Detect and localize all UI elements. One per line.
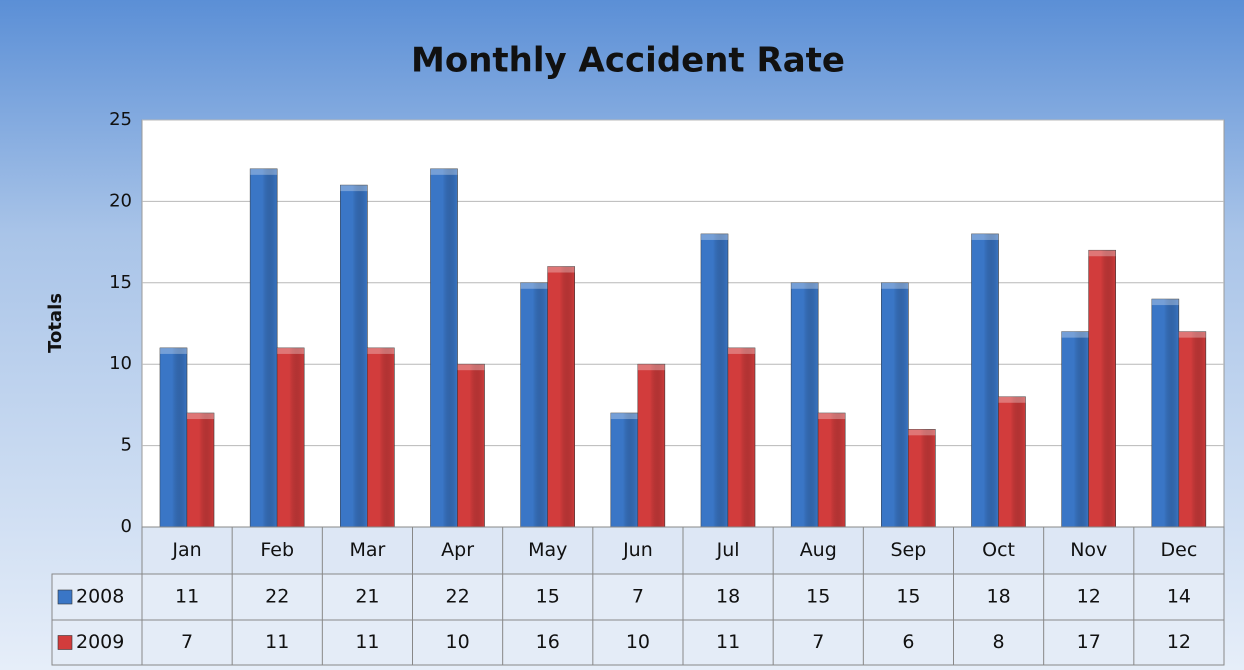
bar-shine [1088, 250, 1116, 528]
legend-label: 2008 [76, 586, 124, 608]
x-tick-label: Jun [622, 539, 653, 561]
legend-key [57, 589, 73, 605]
bar-cap [187, 413, 214, 420]
bar-cap [1061, 331, 1089, 338]
bar-shine [520, 282, 548, 527]
x-tick-label: Sep [891, 539, 927, 561]
x-tick-label: Oct [982, 539, 1015, 561]
bar-cap [1088, 250, 1116, 257]
chart-title: Monthly Accident Rate [411, 41, 845, 81]
bar-cap [457, 364, 485, 371]
x-tick-label: Jan [171, 539, 201, 561]
table-value: 8 [993, 631, 1005, 653]
bar-shine [430, 168, 458, 527]
table-value: 11 [355, 631, 379, 653]
bar-cap [367, 347, 395, 354]
table-value: 18 [716, 586, 740, 608]
bar-shine [277, 347, 305, 527]
bar-cap [1178, 331, 1206, 338]
bar-cap [818, 413, 846, 420]
bar-shine [610, 413, 638, 527]
bar-shine [160, 347, 187, 527]
bar-cap [728, 347, 755, 354]
bar-shine [881, 282, 909, 527]
bar-cap [250, 168, 278, 175]
bar-cap [277, 347, 305, 354]
y-axis-label: Totals [45, 293, 66, 353]
bar-shine [547, 266, 575, 527]
y-tick-label: 10 [109, 353, 132, 374]
bar-shine [701, 233, 728, 527]
legend-key [57, 635, 73, 650]
bar-shine [791, 282, 819, 527]
x-tick-label: Mar [349, 539, 385, 561]
bar-shine [187, 413, 214, 527]
bar-shine [998, 396, 1026, 527]
table-value: 11 [265, 631, 289, 653]
y-tick-label: 15 [109, 272, 132, 293]
bar-shine [367, 347, 395, 527]
x-tick-label: Feb [260, 539, 294, 561]
table-value: 18 [986, 586, 1010, 608]
bar-shine [1151, 299, 1179, 527]
table-value: 15 [806, 586, 830, 608]
bar-cap [881, 282, 909, 289]
table-value: 10 [445, 631, 469, 653]
bar-shine [637, 364, 665, 527]
x-tick-label: Dec [1161, 539, 1198, 561]
y-tick-label: 0 [121, 516, 132, 537]
table-value: 22 [265, 586, 289, 608]
bar-shine [818, 413, 846, 527]
table-value: 16 [536, 631, 560, 653]
bar-shine [1061, 331, 1089, 527]
table-value: 11 [716, 631, 740, 653]
table-value: 7 [632, 586, 644, 608]
y-tick-label: 20 [109, 190, 132, 211]
bar-cap [908, 429, 936, 436]
bar-shine [728, 347, 755, 527]
table-value: 10 [626, 631, 650, 653]
table-value: 22 [445, 586, 469, 608]
table-value: 12 [1167, 631, 1191, 653]
bar-shine [971, 233, 999, 527]
table-value: 21 [355, 586, 379, 608]
bar-cap [340, 185, 368, 192]
bar-cap [520, 282, 548, 289]
table-value: 12 [1077, 586, 1101, 608]
bar-cap [610, 413, 638, 420]
bar-cap [430, 168, 458, 175]
table-value: 15 [896, 586, 920, 608]
bar-shine [908, 429, 936, 527]
bar-shine [1178, 331, 1206, 527]
bar-cap [547, 266, 575, 273]
y-tick-label: 5 [121, 435, 132, 456]
bar-shine [457, 364, 485, 527]
legend-label: 2009 [76, 631, 124, 653]
table-value: 7 [181, 631, 193, 653]
bar-shine [250, 168, 278, 527]
bar-cap [701, 233, 728, 240]
bar-cap [791, 282, 819, 289]
x-tick-label: Nov [1070, 539, 1107, 561]
x-tick-label: Jul [716, 539, 740, 561]
table-value: 15 [536, 586, 560, 608]
x-tick-label: Aug [800, 539, 837, 561]
bar-shine [340, 185, 368, 527]
table-value: 6 [902, 631, 914, 653]
bar-cap [160, 347, 187, 354]
table-value: 14 [1167, 586, 1191, 608]
bar-cap [971, 233, 999, 240]
table-value: 7 [812, 631, 824, 653]
table-value: 11 [175, 586, 199, 608]
plot-area [141, 119, 1225, 528]
x-tick-label: May [528, 539, 567, 561]
table-value: 17 [1077, 631, 1101, 653]
bar-cap [637, 364, 665, 371]
bar-cap [1151, 299, 1179, 306]
x-tick-label: Apr [441, 539, 474, 561]
y-tick-label: 25 [109, 109, 132, 130]
bar-cap [998, 396, 1026, 403]
